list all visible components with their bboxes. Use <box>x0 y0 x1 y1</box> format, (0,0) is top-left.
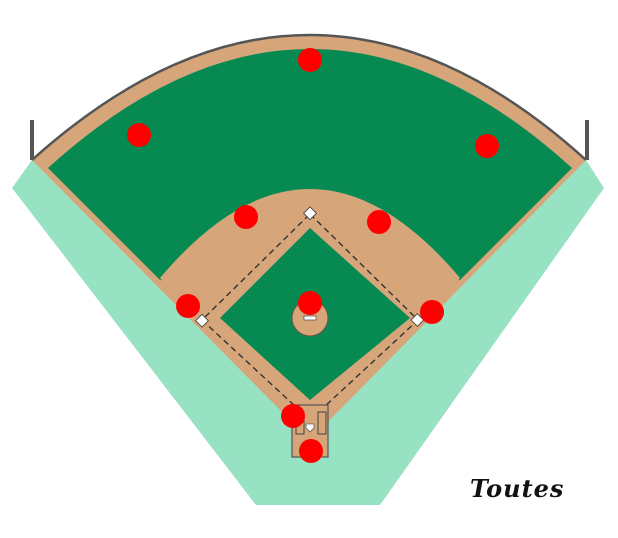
player-second-baseman <box>367 210 391 234</box>
player-right-fielder <box>475 134 499 158</box>
player-batter <box>281 404 305 428</box>
third-base <box>195 313 209 328</box>
outfield-fence <box>31 33 587 161</box>
base-path <box>200 213 420 421</box>
caption-label: Toutes <box>470 474 565 503</box>
player-left-fielder <box>127 123 151 147</box>
first-base <box>410 313 425 327</box>
home-plate <box>305 423 315 433</box>
batters-box-right <box>317 411 327 435</box>
player-shortstop <box>234 205 258 229</box>
left-baseline-dirt <box>160 276 322 424</box>
second-base <box>303 206 317 221</box>
player-first-baseman <box>420 300 444 324</box>
player-pitcher <box>298 291 322 315</box>
right-baseline-dirt <box>298 276 460 424</box>
pitchers-rubber <box>303 315 317 321</box>
player-center-fielder <box>298 48 322 72</box>
player-third-baseman <box>176 294 200 318</box>
player-catcher <box>299 439 323 463</box>
